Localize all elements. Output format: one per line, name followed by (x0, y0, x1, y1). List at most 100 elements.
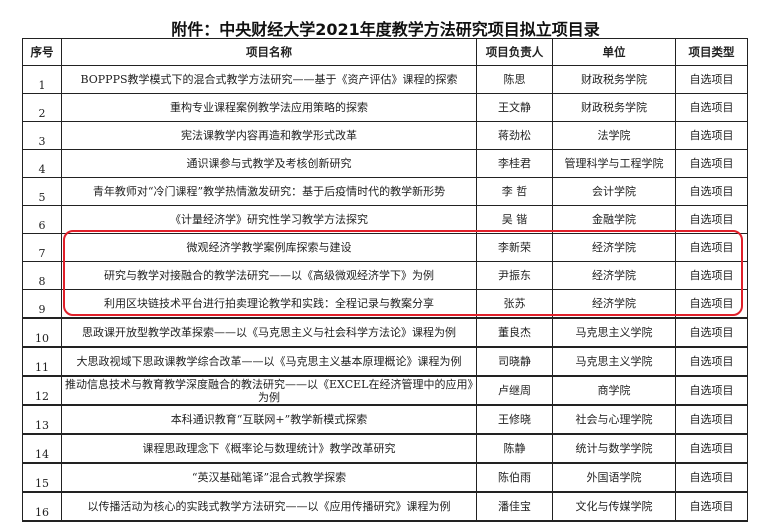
unit-cell: 经济学院 (552, 261, 676, 290)
unit-cell: 文化与传媒学院 (552, 491, 676, 522)
type-cell: 自选项目 (675, 462, 748, 493)
table-row: 11 大思政视域下思政课教学综合改革——以《马克思主义基本原理概论》课程为例 司晓静… (22, 346, 748, 377)
type-cell: 自选项目 (675, 491, 748, 522)
seq-cell: 12 (22, 375, 62, 406)
unit-cell: 马克思主义学院 (552, 317, 676, 348)
header-type: 项目类型 (675, 38, 748, 66)
unit-cell: 会计学院 (552, 177, 676, 206)
type-cell: 自选项目 (675, 233, 748, 262)
lead-cell: 陈静 (476, 433, 553, 464)
project-name-cell: 课程思政理念下《概率论与数理统计》教学改革研究 (61, 433, 477, 464)
table-row: 6 《计量经济学》研究性学习教学方法探究吴 锴金融学院 自选项目 (22, 205, 748, 234)
unit-cell: 经济学院 (552, 233, 676, 262)
table-row: 8 研究与教学对接融合的教学法研究——以《高级微观经济学下》为例 尹振东 经济学院 自选… (22, 261, 748, 290)
project-name-cell: 以传播活动为核心的实践式教学方法研究——以《应用传播研究》课程为例 (61, 491, 477, 522)
project-name-cell: 宪法课教学内容再造和教学形式改革 (61, 121, 477, 150)
table-row: 4 通识课参与式教学及考核创新研究 李桂君 管理科学与工程学院 自选项目 (22, 149, 748, 178)
project-name-cell: 大思政视域下思政课教学综合改革——以《马克思主义基本原理概论》课程为例 (61, 346, 477, 377)
project-name-cell: 重构专业课程案例教学法应用策略的探索 (61, 93, 477, 122)
header-seq: 序号 (22, 38, 62, 66)
project-name-cell: 推动信息技术与教育教学深度融合的教法研究——以《EXCEL在经济管理中的应用》为… (61, 375, 477, 406)
seq-cell: 2 (22, 93, 62, 122)
lead-cell: 陈伯雨 (476, 462, 553, 493)
lead-cell: 李桂君 (476, 149, 553, 178)
table-row: 3 宪法课教学内容再造和教学形式改革 蒋劲松 法学院 自选项目 (22, 121, 748, 150)
project-name-cell: 通识课参与式教学及考核创新研究 (61, 149, 477, 178)
seq-cell: 4 (22, 149, 62, 178)
seq-cell: 9 (22, 289, 62, 319)
project-name-cell: BOPPPS教学模式下的混合式教学方法研究——基于《资产评估》课程的探索 (61, 65, 477, 94)
project-table: 序号 项目名称 项目负责人 单位 项目类型 1 BOPPPS教学模式下的混合式教学… (22, 38, 748, 522)
project-name-cell: “英汉基础笔译”混合式教学探索 (61, 462, 477, 493)
unit-cell: 商学院 (552, 375, 676, 406)
type-cell: 自选项目 (675, 205, 748, 234)
seq-cell: 3 (22, 121, 62, 150)
table-row: 16 以传播活动为核心的实践式教学方法研究——以《应用传播研究》课程为例 潘佳宝 文化… (22, 491, 748, 522)
type-cell: 自选项目 (675, 261, 748, 290)
unit-cell: 管理科学与工程学院 (552, 149, 676, 178)
unit-cell: 法学院 (552, 121, 676, 150)
table-row: 12 推动信息技术与教育教学深度融合的教法研究——以《EXCEL在经济管理中的应用… (22, 375, 748, 406)
unit-cell: 财政税务学院 (552, 93, 676, 122)
table-row: 15 “英汉基础笔译”混合式教学探索 陈伯雨 外国语学院 自选项目 (22, 462, 748, 493)
type-cell: 自选项目 (675, 433, 748, 464)
header-lead: 项目负责人 (476, 38, 553, 66)
unit-cell: 财政税务学院 (552, 65, 676, 94)
unit-cell: 马克思主义学院 (552, 346, 676, 377)
unit-cell: 统计与数学学院 (552, 433, 676, 464)
unit-cell: 社会与心理学院 (552, 404, 676, 435)
table-row: 1 BOPPPS教学模式下的混合式教学方法研究——基于《资产评估》课程的探索 陈思财… (22, 65, 748, 94)
unit-cell: 外国语学院 (552, 462, 676, 493)
header-unit: 单位 (552, 38, 676, 66)
type-cell: 自选项目 (675, 404, 748, 435)
seq-cell: 14 (22, 433, 62, 464)
project-name-cell: 《计量经济学》研究性学习教学方法探究 (61, 205, 477, 234)
table-row: 5 青年教师对“冷门课程”教学热情激发研究：基于后疫情时代的教学新形势李 哲会计学… (22, 177, 748, 206)
lead-cell: 陈思 (476, 65, 553, 94)
document-title: 附件：中央财经大学2021年度教学方法研究项目拟立项目录 (171, 20, 600, 39)
lead-cell: 尹振东 (476, 261, 553, 290)
type-cell: 自选项目 (675, 93, 748, 122)
unit-cell: 金融学院 (552, 205, 676, 234)
project-name-cell: 思政课开放型教学改革探索——以《马克思主义与社会科学方法论》课程为例 (61, 317, 477, 348)
lead-cell: 蒋劲松 (476, 121, 553, 150)
seq-cell: 11 (22, 346, 62, 377)
lead-cell: 司晓静 (476, 346, 553, 377)
project-name-cell: 利用区块链技术平台进行拍卖理论教学和实践：全程记录与教案分享 (61, 289, 477, 319)
seq-cell: 10 (22, 317, 62, 348)
table-row: 2 重构专业课程案例教学法应用策略的探索 王文静 财政税务学院 自选项目 (22, 93, 748, 122)
seq-cell: 1 (22, 65, 62, 94)
type-cell: 自选项目 (675, 177, 748, 206)
header-project-name: 项目名称 (61, 38, 477, 66)
seq-cell: 7 (22, 233, 62, 262)
lead-cell: 潘佳宝 (476, 491, 553, 522)
type-cell: 自选项目 (675, 375, 748, 406)
lead-cell: 张苏 (476, 289, 553, 319)
seq-cell: 13 (22, 404, 62, 435)
lead-cell: 董良杰 (476, 317, 553, 348)
seq-cell: 8 (22, 261, 62, 290)
lead-cell: 吴 锴 (476, 205, 553, 234)
project-name-cell: 研究与教学对接融合的教学法研究——以《高级微观经济学下》为例 (61, 261, 477, 290)
project-name-cell: 青年教师对“冷门课程”教学热情激发研究：基于后疫情时代的教学新形势 (61, 177, 477, 206)
type-cell: 自选项目 (675, 317, 748, 348)
lead-cell: 李新荣 (476, 233, 553, 262)
project-name-cell: 本科通识教育“互联网+”教学新模式探索 (61, 404, 477, 435)
table-row: 7 微观经济学教学案例库探索与建设 李新荣 经济学院 自选项目 (22, 233, 748, 262)
seq-cell: 15 (22, 462, 62, 493)
table-header-row: 序号 项目名称 项目负责人 单位 项目类型 (22, 38, 748, 66)
table-row: 10 思政课开放型教学改革探索——以《马克思主义与社会科学方法论》课程为例 董良杰马… (22, 317, 748, 348)
type-cell: 自选项目 (675, 346, 748, 377)
project-name-cell: 微观经济学教学案例库探索与建设 (61, 233, 477, 262)
lead-cell: 卢继周 (476, 375, 553, 406)
type-cell: 自选项目 (675, 149, 748, 178)
table-row: 13 本科通识教育“互联网+”教学新模式探索 王修晓 社会与心理学院 自选项目 (22, 404, 748, 435)
unit-cell: 经济学院 (552, 289, 676, 319)
seq-cell: 5 (22, 177, 62, 206)
seq-cell: 16 (22, 491, 62, 522)
lead-cell: 王修晓 (476, 404, 553, 435)
lead-cell: 王文静 (476, 93, 553, 122)
type-cell: 自选项目 (675, 65, 748, 94)
type-cell: 自选项目 (675, 289, 748, 319)
table-row: 9 利用区块链技术平台进行拍卖理论教学和实践：全程记录与教案分享 张苏 经济学院 自选项… (22, 289, 748, 319)
